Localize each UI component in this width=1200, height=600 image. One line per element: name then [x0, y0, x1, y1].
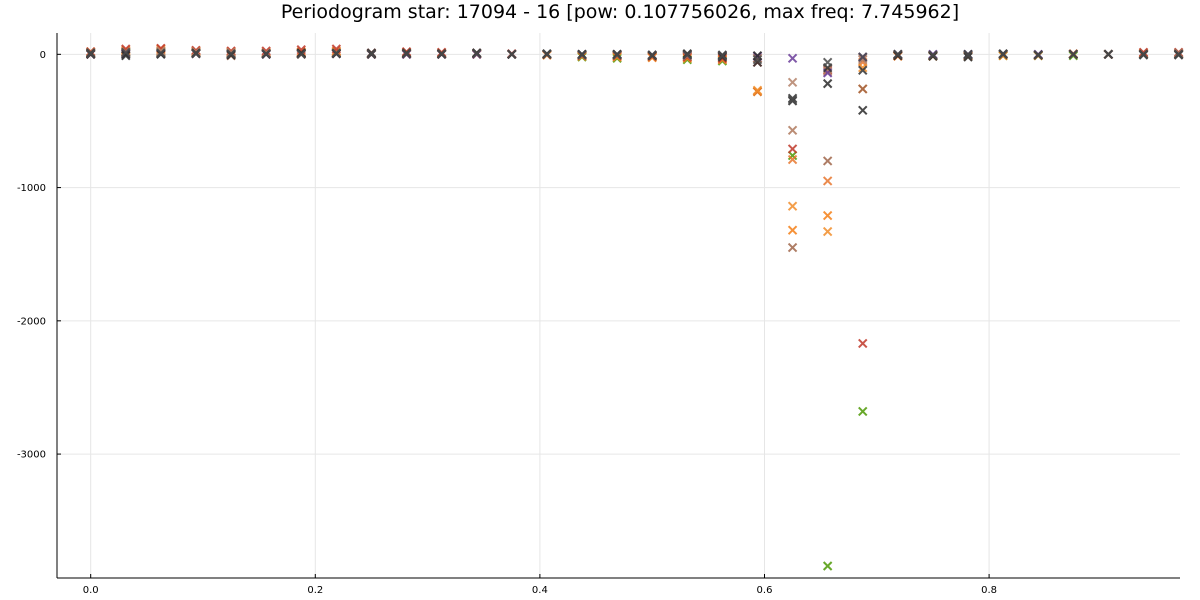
data-point [1068, 49, 1079, 60]
data-point [647, 50, 657, 60]
data-point [787, 144, 798, 154]
data-point [226, 48, 236, 59]
data-point [787, 77, 798, 88]
data-point [682, 50, 692, 60]
data-point [822, 561, 833, 571]
data-point [156, 48, 166, 58]
data-point [822, 156, 833, 166]
series-4 [85, 43, 1184, 349]
data-point [822, 176, 833, 186]
data-point [858, 84, 868, 94]
x-tick-label: 0.8 [981, 585, 997, 596]
y-tick-label: -1000 [17, 183, 46, 194]
data-point [1103, 49, 1114, 60]
axes [56, 33, 1180, 579]
series-8 [85, 48, 1184, 78]
data-point [787, 242, 798, 253]
series-3 [85, 45, 1184, 237]
data-point [121, 47, 131, 58]
data-point [893, 49, 903, 60]
data-point [963, 50, 973, 60]
data-point [822, 78, 833, 89]
data-point [366, 48, 377, 59]
data-point [1138, 49, 1149, 60]
data-point [261, 46, 271, 56]
data-point [261, 48, 271, 59]
data-point [963, 52, 973, 62]
y-tick-label: 0 [40, 50, 46, 61]
data-point [542, 49, 552, 60]
series-2 [85, 46, 1184, 186]
data-point [858, 105, 868, 115]
data-point [752, 54, 763, 65]
y-tick-label: -3000 [17, 450, 46, 461]
data-point [787, 225, 798, 235]
series-5 [85, 48, 1184, 253]
data-point [787, 154, 798, 165]
data-point [858, 338, 868, 349]
data-point [858, 62, 868, 73]
y-tick-labels: 0 -1000 -2000 -3000 [17, 50, 61, 461]
data-point [577, 50, 587, 60]
data-point [507, 49, 517, 60]
data-point [787, 53, 798, 64]
data-point [858, 406, 868, 417]
data-point [1033, 50, 1043, 60]
data-point [787, 94, 798, 105]
data-point [787, 125, 798, 135]
series-11 [85, 47, 1184, 105]
series-10 [85, 48, 1184, 104]
data-point [787, 201, 798, 211]
series-9 [85, 48, 1184, 115]
data-point [85, 48, 96, 59]
data-point [752, 57, 763, 68]
data-points [85, 43, 1184, 571]
x-tick-labels: 0.0 0.2 0.4 0.6 0.8 [83, 574, 997, 596]
data-point [331, 48, 342, 58]
chart-title: Periodogram star: 17094 - 16 [pow: 0.107… [281, 1, 959, 23]
data-point [121, 49, 131, 60]
data-point [296, 49, 306, 60]
data-point [401, 48, 412, 59]
series-6 [85, 46, 1184, 135]
data-point [998, 49, 1008, 60]
data-point [822, 210, 833, 221]
data-point [436, 48, 447, 59]
x-tick-label: 0.2 [307, 585, 323, 596]
series-1 [85, 44, 1184, 235]
data-point [191, 48, 201, 59]
series-7 [85, 46, 1184, 88]
x-tick-label: 0.4 [532, 585, 548, 596]
data-point [717, 50, 728, 61]
data-point [472, 48, 482, 59]
data-point [822, 57, 833, 68]
grid [57, 33, 1180, 578]
x-tick-label: 0.6 [757, 585, 773, 596]
data-point [858, 52, 868, 62]
series-0 [85, 47, 1184, 571]
y-tick-label: -2000 [17, 316, 46, 327]
data-point [858, 65, 868, 76]
data-point [822, 226, 833, 237]
data-point [1173, 49, 1184, 60]
data-point [752, 85, 763, 96]
data-point [928, 50, 938, 60]
data-point [612, 50, 622, 60]
x-tick-label: 0.0 [83, 585, 99, 596]
data-point [156, 46, 166, 56]
